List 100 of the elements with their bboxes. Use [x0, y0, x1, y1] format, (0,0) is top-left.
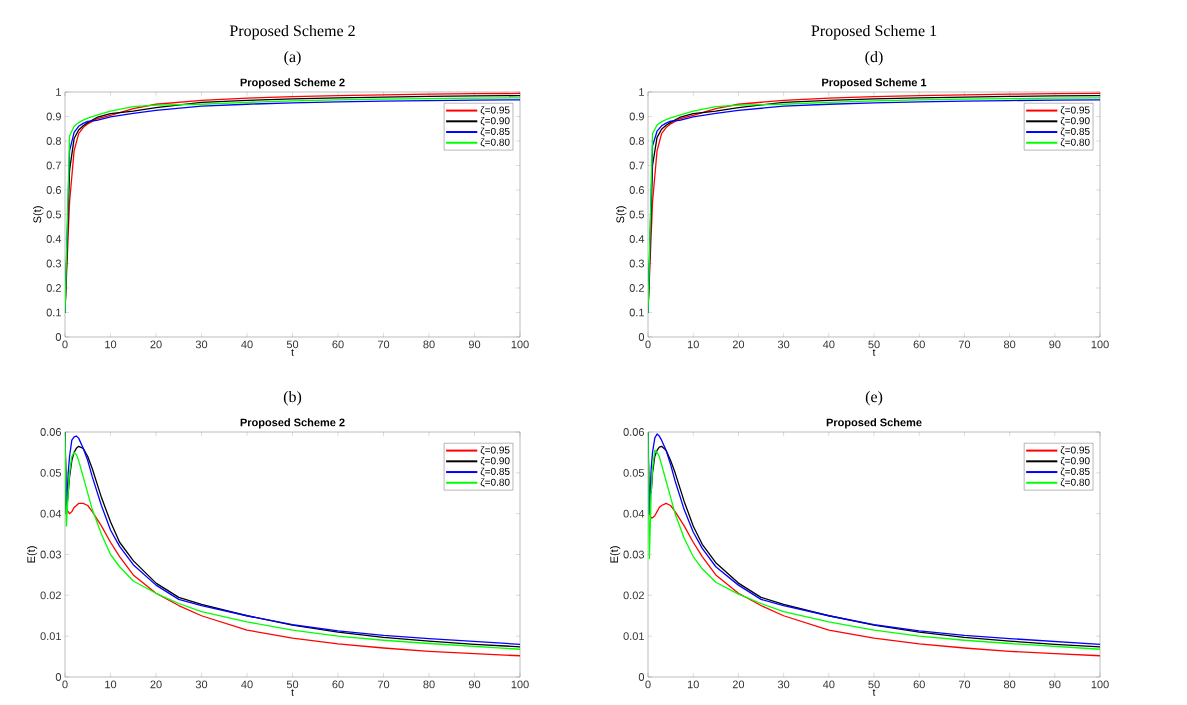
x-tick-label: 60	[332, 680, 344, 689]
x-tick-label: 0	[645, 680, 651, 689]
y-axis-title: E(t)	[26, 546, 38, 563]
y-axis-title: E(t)	[609, 546, 621, 563]
x-tick-label: 70	[958, 680, 971, 689]
x-axis-title: t	[291, 349, 294, 356]
y-tick-label: 0.7	[629, 161, 644, 170]
legend-label: ζ=0.90	[480, 456, 510, 466]
legend-label: ζ=0.85	[1060, 127, 1090, 137]
x-tick-label: 100	[1091, 680, 1109, 689]
x-tick-label: 40	[822, 680, 835, 689]
y-tick-label: 0	[638, 673, 645, 681]
y-tick-label: 0.01	[40, 632, 61, 641]
y-tick-label: 0.5	[46, 210, 62, 219]
x-tick-label: 60	[913, 680, 925, 689]
x-tick-label: 30	[195, 680, 208, 689]
y-tick-label: 0.7	[46, 161, 61, 170]
x-axis-title: t	[872, 349, 876, 356]
y-tick-label: 0.04	[40, 509, 62, 518]
y-tick-label: 0.05	[40, 468, 62, 477]
y-tick-label: 0.6	[629, 186, 645, 194]
x-tick-label: 80	[1003, 340, 1016, 349]
x-tick-label: 80	[423, 340, 435, 349]
legend-label: ζ=0.85	[480, 127, 510, 137]
y-axis-title: S(t)	[616, 206, 627, 223]
y-tick-label: 0.8	[46, 137, 61, 145]
text: (b)	[283, 390, 302, 406]
chart-title: Proposed Scheme 2	[240, 78, 345, 89]
y-tick-label: 0.6	[46, 186, 61, 194]
chart-title: Proposed Scheme	[826, 418, 922, 429]
x-tick-label: 20	[150, 680, 162, 689]
legend-label: ζ=0.95	[1060, 106, 1090, 116]
y-tick-label: 0.06	[40, 428, 61, 436]
legend-label: ζ=0.80	[1060, 138, 1090, 148]
y-tick-label: 1	[639, 88, 644, 96]
text: (e)	[865, 390, 883, 406]
y-tick-label: 0.02	[40, 591, 61, 600]
y-tick-label: 0.4	[629, 235, 645, 243]
x-tick-label: 80	[1003, 680, 1016, 689]
y-tick-label: 0.01	[623, 632, 644, 641]
x-tick-label: 10	[687, 680, 699, 689]
x-tick-label: 30	[777, 340, 790, 349]
x-tick-label: 0	[62, 680, 68, 689]
legend-label: ζ=0.95	[480, 446, 510, 456]
x-tick-label: 100	[511, 680, 529, 689]
x-tick-label: 90	[468, 340, 481, 349]
x-axis-title: t	[291, 689, 294, 696]
x-tick-label: 50	[286, 680, 299, 689]
x-tick-label: 90	[1049, 680, 1061, 689]
y-tick-label: 0.3	[46, 259, 61, 268]
y-tick-label: 0.9	[629, 112, 644, 121]
y-tick-label: 0.5	[629, 210, 645, 219]
chart-title: Proposed Scheme 2	[240, 418, 345, 429]
legend-label: ζ=0.95	[480, 106, 510, 116]
x-tick-label: 70	[958, 340, 971, 349]
legend-label: ζ=0.95	[1060, 446, 1090, 456]
x-tick-label: 0	[645, 340, 651, 349]
text: Proposed Scheme 1	[811, 24, 937, 40]
x-tick-label: 70	[377, 340, 390, 349]
x-tick-label: 60	[913, 340, 925, 349]
x-tick-label: 40	[241, 340, 253, 349]
x-tick-label: 100	[1091, 340, 1109, 349]
legend-label: ζ=0.80	[480, 478, 510, 488]
y-tick-label: 0.9	[46, 112, 61, 121]
x-tick-label: 20	[732, 340, 745, 349]
y-tick-label: 0.03	[40, 550, 61, 559]
x-tick-label: 40	[822, 340, 835, 349]
x-tick-label: 50	[868, 680, 880, 689]
y-tick-label: 0.8	[629, 137, 645, 145]
y-tick-label: 0.03	[623, 550, 645, 559]
x-tick-label: 10	[105, 680, 117, 689]
x-tick-label: 90	[468, 680, 481, 689]
legend-label: ζ=0.85	[480, 467, 510, 477]
legend-label: ζ=0.90	[480, 116, 510, 126]
y-tick-label: 0.05	[623, 468, 645, 477]
legend-label: ζ=0.85	[1060, 467, 1090, 477]
y-tick-label: 0.1	[46, 308, 61, 317]
y-tick-label: 0	[55, 673, 62, 681]
x-tick-label: 70	[377, 680, 390, 689]
x-tick-label: 20	[732, 680, 745, 689]
y-tick-label: 0	[55, 333, 62, 341]
legend-label: ζ=0.80	[1060, 478, 1090, 488]
x-tick-label: 30	[195, 340, 208, 349]
y-tick-label: 0.02	[623, 591, 644, 600]
legend-label: ζ=0.80	[480, 138, 510, 148]
x-tick-label: 30	[777, 680, 790, 689]
y-tick-label: 0.04	[623, 509, 645, 518]
x-axis-title: t	[872, 689, 876, 696]
legend-label: ζ=0.90	[1060, 456, 1090, 466]
x-tick-label: 40	[241, 680, 253, 689]
y-tick-label: 0.3	[629, 259, 645, 268]
y-axis-title: S(t)	[33, 206, 44, 223]
chart-title: Proposed Scheme 1	[822, 78, 927, 89]
y-tick-label: 0.1	[629, 308, 644, 317]
x-tick-label: 50	[286, 340, 299, 349]
x-tick-label: 20	[150, 340, 162, 349]
y-tick-label: 0.06	[623, 428, 645, 436]
text: (a)	[284, 50, 301, 66]
x-tick-label: 50	[868, 340, 880, 349]
x-tick-label: 10	[687, 340, 699, 349]
